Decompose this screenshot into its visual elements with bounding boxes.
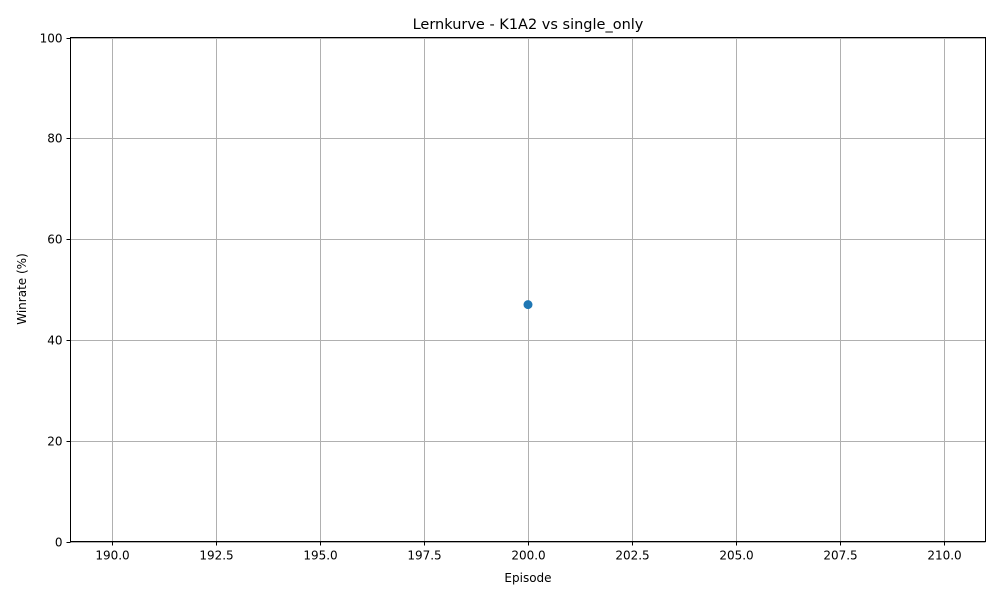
y-tick-label: 60: [47, 233, 62, 247]
grid: [70, 37, 986, 543]
y-tick-label: 0: [55, 536, 63, 550]
y-tick-label: 100: [40, 32, 63, 46]
x-tick-label: 210.0: [927, 549, 961, 563]
chart-title: Lernkurve - K1A2 vs single_only: [413, 17, 644, 33]
x-tick-label: 200.0: [511, 549, 545, 563]
y-axis-label: Winrate (%): [15, 253, 29, 325]
y-tick-label: 20: [47, 435, 62, 449]
y-tick-label: 40: [47, 334, 62, 348]
data-point: [523, 300, 533, 310]
x-axis-label: Episode: [504, 571, 551, 585]
y-tick-label: 80: [47, 132, 62, 146]
x-tick-label: 207.5: [823, 549, 857, 563]
x-tick-label: 195.0: [303, 549, 337, 563]
x-tick-label: 202.5: [615, 549, 649, 563]
x-tick-label: 197.5: [407, 549, 441, 563]
x-tick-label: 190.0: [95, 549, 129, 563]
series-layer: [523, 300, 533, 310]
x-tick-label: 192.5: [199, 549, 233, 563]
x-axis-ticks: 190.0 192.5 195.0 197.5 200.0 202.5 205.0 207.5…: [95, 541, 962, 563]
x-tick-label: 205.0: [719, 549, 753, 563]
y-axis-ticks: 0 20 40 60 80 100: [40, 32, 71, 550]
